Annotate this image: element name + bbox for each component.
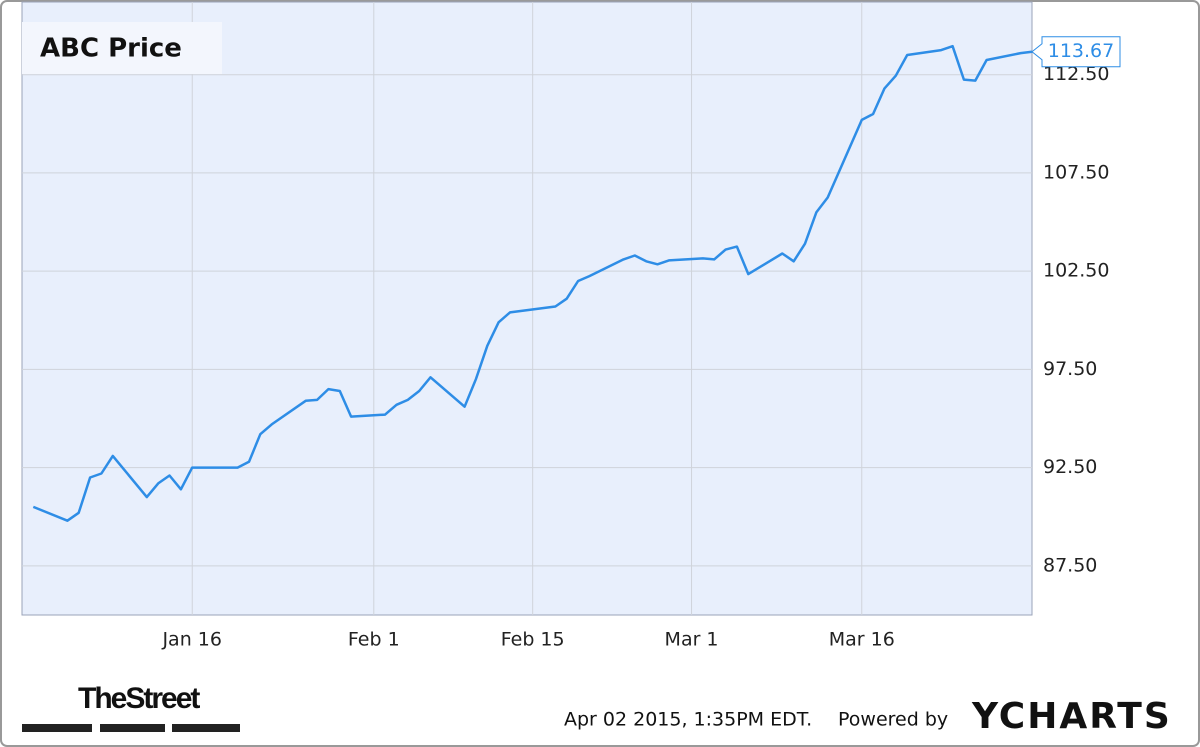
x-tick-label: Mar 1 (665, 629, 719, 651)
logo-bar (100, 724, 165, 732)
x-tick-label: Jan 16 (161, 629, 222, 651)
last-value-label: 113.67 (1048, 40, 1114, 62)
logo-bar (22, 724, 92, 732)
timestamp: Apr 02 2015, 1:35PM EDT. (564, 709, 812, 731)
chart-title: ABC Price (40, 34, 182, 64)
y-tick-label: 97.50 (1043, 358, 1097, 380)
powered-by: Powered by (838, 709, 948, 731)
title-box (22, 22, 222, 74)
source-logo: TheStreet (78, 682, 200, 715)
x-tick-label: Mar 16 (829, 629, 895, 651)
y-tick-label: 102.50 (1043, 260, 1109, 282)
y-tick-label: 87.50 (1043, 554, 1097, 576)
x-tick-label: Feb 15 (501, 629, 565, 651)
y-tick-label: 107.50 (1043, 161, 1109, 183)
y-tick-label: 92.50 (1043, 456, 1097, 478)
brand-logo: YCHARTS (971, 696, 1172, 737)
price-line (32, 44, 1033, 522)
logo-bar (172, 724, 240, 732)
x-tick-label: Feb 1 (348, 629, 400, 651)
plot-area (21, 1, 1033, 616)
y-tick-label: 112.50 (1043, 63, 1109, 85)
last-value-callout (1031, 36, 1121, 68)
grid (22, 2, 1032, 615)
